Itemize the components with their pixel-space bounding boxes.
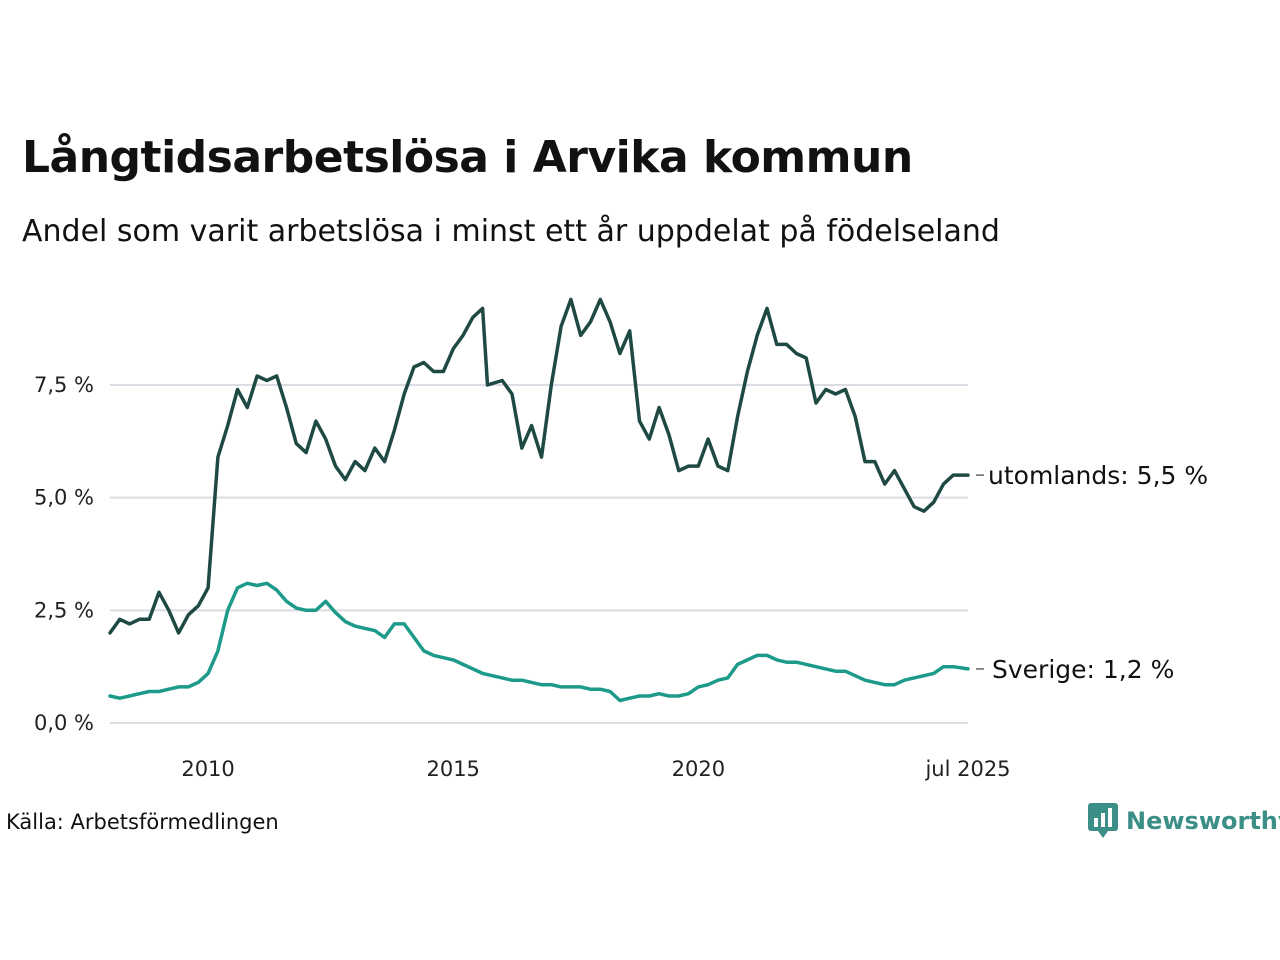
logo-text: Newsworthy [1126,807,1280,835]
newsworthy-logo-icon [1088,803,1118,838]
y-axis-ticks: 0,0 % 2,5 % 5,0 % 7,5 % [34,373,94,735]
newsworthy-logo: Newsworthy [1088,803,1280,839]
end-labels: utomlands: 5,5 % Sverige: 1,2 % [976,461,1208,684]
y-tick-label: 2,5 % [34,598,94,622]
series-lines [108,297,970,703]
x-tick-label: 2015 [426,757,479,781]
source-note: Källa: Arbetsförmedlingen [6,810,279,834]
x-tick-label: 2010 [181,757,234,781]
x-tick-label: 2020 [672,757,725,781]
series-line-foreign [108,297,970,635]
end-label-sweden: Sverige: 1,2 % [992,655,1174,684]
x-axis-ticks: 2010 2015 2020 jul 2025 [181,757,1010,781]
y-tick-label: 7,5 % [34,373,94,397]
series-line-sweden [108,581,970,703]
y-tick-label: 5,0 % [34,486,94,510]
chart-title: Långtidsarbetslösa i Arvika kommun [22,132,913,183]
chart-subtitle: Andel som varit arbetslösa i minst ett å… [22,214,1000,249]
end-label-foreign: utomlands: 5,5 % [988,461,1208,490]
y-tick-label: 0,0 % [34,711,94,735]
x-tick-label: jul 2025 [924,757,1010,781]
